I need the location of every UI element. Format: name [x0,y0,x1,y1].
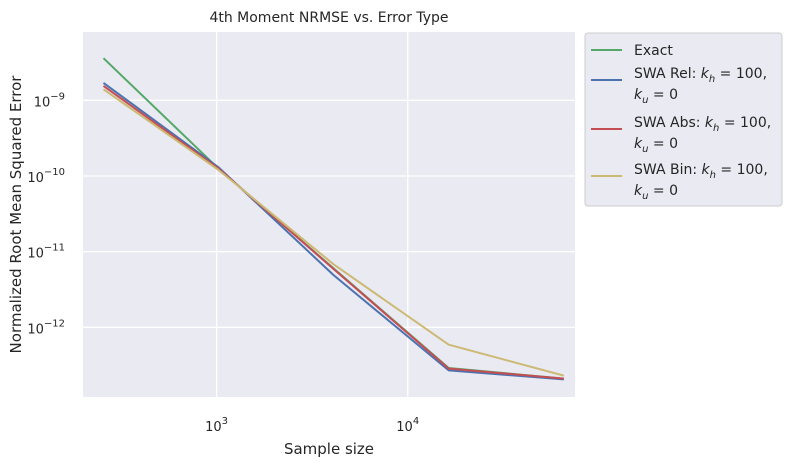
legend-box [584,32,783,207]
plot-area [83,32,575,397]
legend-label: ku = 0 [634,87,678,106]
y-tick-label: 10−10 [27,167,65,186]
chart-title: 4th Moment NRMSE vs. Error Type [209,10,448,26]
series-line-swa-abs [102,85,564,380]
gridlines [83,32,575,397]
y-tick-label: 10−11 [27,243,65,262]
x-tick-label: 103 [205,416,228,435]
series-line-swa-rel [102,82,564,381]
legend: Exact SWA Rel: kh = 100, ku = 0 SWA Abs: kh… [584,32,783,207]
series-lines [102,57,565,381]
x-axis-ticks: 103 104 [205,416,419,435]
legend-label: ku = 0 [634,183,678,202]
legend-label: SWA Abs: kh = 100, [634,115,771,134]
y-tick-label: 10−9 [34,91,65,110]
legend-label: ku = 0 [634,136,678,155]
x-tick-label: 104 [396,416,419,435]
legend-label: SWA Bin: kh = 100, [634,162,768,181]
y-axis-label: Normalized Root Mean Squared Error [7,75,25,354]
legend-label: Exact [634,43,673,59]
x-axis-label: Sample size [284,440,374,458]
series-line-swa-bin [102,88,565,377]
legend-label: SWA Rel: kh = 100, [634,66,767,85]
y-tick-label: 10−12 [27,318,65,337]
y-axis-ticks: 10−9 10−10 10−11 10−12 [27,91,65,337]
